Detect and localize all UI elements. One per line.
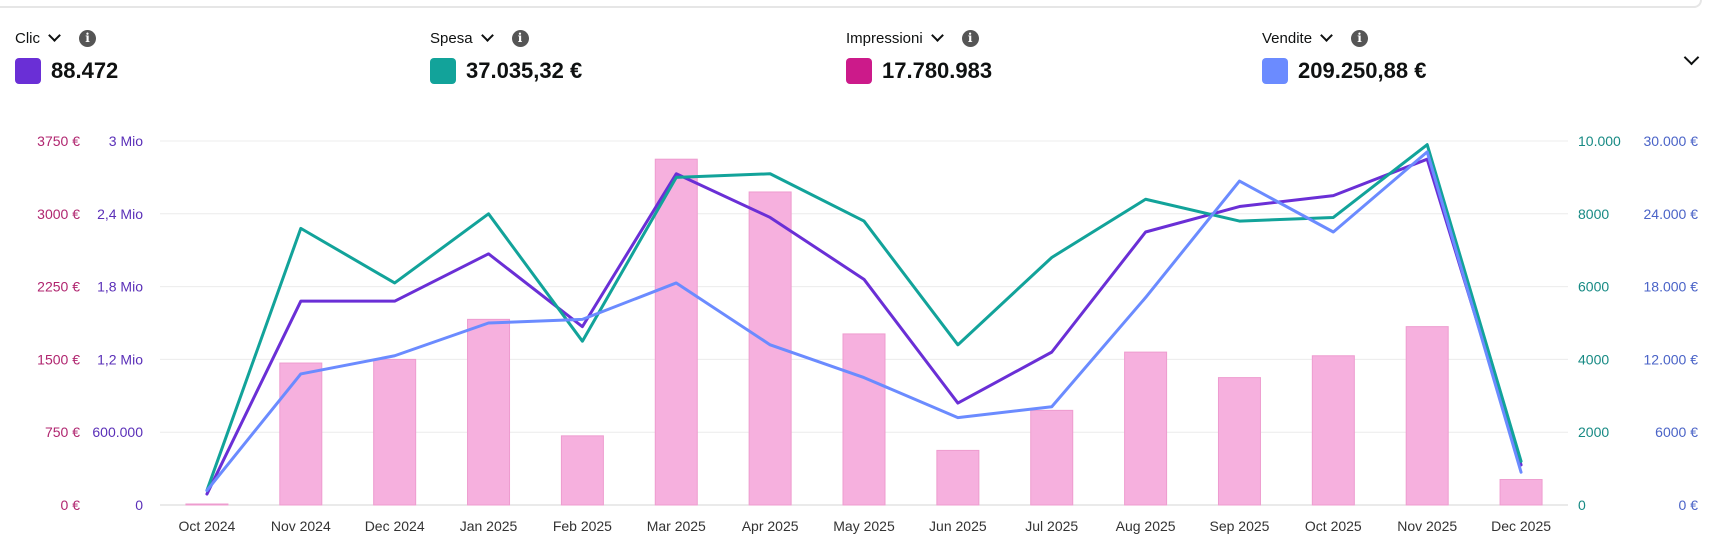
bar-impressioni — [467, 318, 511, 506]
metric-label: Impressioni — [846, 29, 923, 47]
right-inner-axis-tick: 10.000 — [1578, 133, 1621, 149]
left-inner-axis-tick: 1,8 Mio — [97, 279, 143, 295]
color-swatch — [430, 58, 456, 84]
metric-label: Vendite — [1262, 29, 1313, 47]
left-outer-axis-tick: 750 € — [45, 424, 80, 440]
bar-impressioni — [1499, 479, 1543, 506]
bar-impressioni — [654, 158, 698, 506]
info-icon[interactable]: i — [511, 29, 529, 47]
line-vendite — [205, 150, 1523, 492]
bar-impressioni — [185, 503, 229, 506]
line-clic — [205, 157, 1523, 496]
bar-impressioni — [279, 362, 323, 506]
right-inner-axis-tick: 8000 — [1578, 206, 1609, 222]
right-outer-axis-tick: 12.000 € — [1644, 351, 1699, 367]
color-swatch — [15, 58, 41, 84]
color-swatch — [1262, 58, 1288, 84]
metric-value: 209.250,88 € — [1298, 58, 1427, 83]
metric-dropdown-clic[interactable]: Clic i — [15, 26, 118, 50]
right-inner-axis-tick: 2000 — [1578, 424, 1609, 440]
left-outer-axis-tick: 2250 € — [37, 279, 80, 295]
x-axis-tick: Feb 2025 — [553, 518, 612, 534]
x-axis-tick: Dec 2024 — [365, 518, 425, 534]
right-inner-axis-tick: 4000 — [1578, 351, 1609, 367]
right-outer-axis-tick: 18.000 € — [1644, 279, 1699, 295]
left-inner-axis-tick: 2,4 Mio — [97, 206, 143, 222]
right-outer-axis-tick: 6000 € — [1655, 424, 1698, 440]
x-axis-tick: Aug 2025 — [1116, 518, 1176, 534]
metric-dropdown-spesa[interactable]: Spesa i — [430, 26, 582, 50]
bar-impressioni — [842, 333, 886, 506]
left-outer-axis-tick: 1500 € — [37, 351, 80, 367]
x-axis-tick: Oct 2024 — [179, 518, 236, 534]
metric-dropdown-vendite[interactable]: Vendite i — [1262, 26, 1426, 50]
left-outer-axis-tick: 3000 € — [37, 206, 80, 222]
x-axis-tick: Nov 2024 — [271, 518, 331, 534]
bar-impressioni — [1030, 409, 1074, 506]
x-axis-tick: Dec 2025 — [1491, 518, 1551, 534]
metric-label: Spesa — [430, 29, 473, 47]
metric-value: 17.780.983 — [882, 58, 993, 83]
x-axis-tick: Jul 2025 — [1025, 518, 1078, 534]
bar-impressioni — [1217, 377, 1261, 506]
x-axis-tick: Jun 2025 — [929, 518, 987, 534]
left-outer-axis-tick: 0 € — [61, 497, 81, 513]
info-icon[interactable]: i — [1351, 29, 1369, 47]
x-axis-tick: Mar 2025 — [647, 518, 706, 534]
metric-label: Clic — [15, 29, 40, 47]
info-icon[interactable]: i — [79, 29, 96, 47]
right-outer-axis-tick: 24.000 € — [1644, 206, 1699, 222]
x-axis-tick: May 2025 — [833, 518, 895, 534]
line-spesa — [205, 143, 1523, 492]
bar-impressioni — [1124, 351, 1168, 506]
left-inner-axis-tick: 3 Mio — [109, 133, 143, 149]
bar-impressioni — [1311, 355, 1355, 506]
metric-value: 37.035,32 € — [466, 58, 583, 83]
metric-dropdown-impressioni[interactable]: Impressioni i — [846, 26, 992, 50]
right-inner-axis-tick: 0 — [1578, 497, 1586, 513]
x-axis-tick: Oct 2025 — [1305, 518, 1362, 534]
right-inner-axis-tick: 6000 — [1578, 279, 1609, 295]
right-outer-axis-tick: 30.000 € — [1644, 133, 1699, 149]
left-outer-axis-tick: 3750 € — [37, 133, 80, 149]
x-axis-tick: Jan 2025 — [460, 518, 518, 534]
bar-impressioni — [936, 449, 980, 506]
metric-value: 88.472 — [51, 58, 119, 83]
metric-spesa: Spesa i 37.035,32 € — [430, 26, 582, 84]
color-swatch — [846, 58, 872, 84]
bar-impressioni — [1405, 326, 1449, 506]
left-inner-axis-tick: 600.000 — [92, 424, 143, 440]
metric-vendite: Vendite i 209.250,88 € — [1262, 26, 1426, 84]
x-axis-tick: Sep 2025 — [1209, 518, 1269, 534]
left-inner-axis-tick: 1,2 Mio — [97, 351, 143, 367]
x-axis-tick: Apr 2025 — [742, 518, 799, 534]
metric-clic: Clic i 88.472 — [15, 26, 118, 84]
x-axis-tick: Nov 2025 — [1397, 518, 1457, 534]
info-icon[interactable]: i — [961, 29, 979, 47]
bar-impressioni — [373, 358, 417, 506]
bar-impressioni — [560, 435, 604, 506]
right-outer-axis-tick: 0 € — [1679, 497, 1699, 513]
left-inner-axis-tick: 0 — [135, 497, 143, 513]
metric-impressioni: Impressioni i 17.780.983 — [846, 26, 992, 84]
